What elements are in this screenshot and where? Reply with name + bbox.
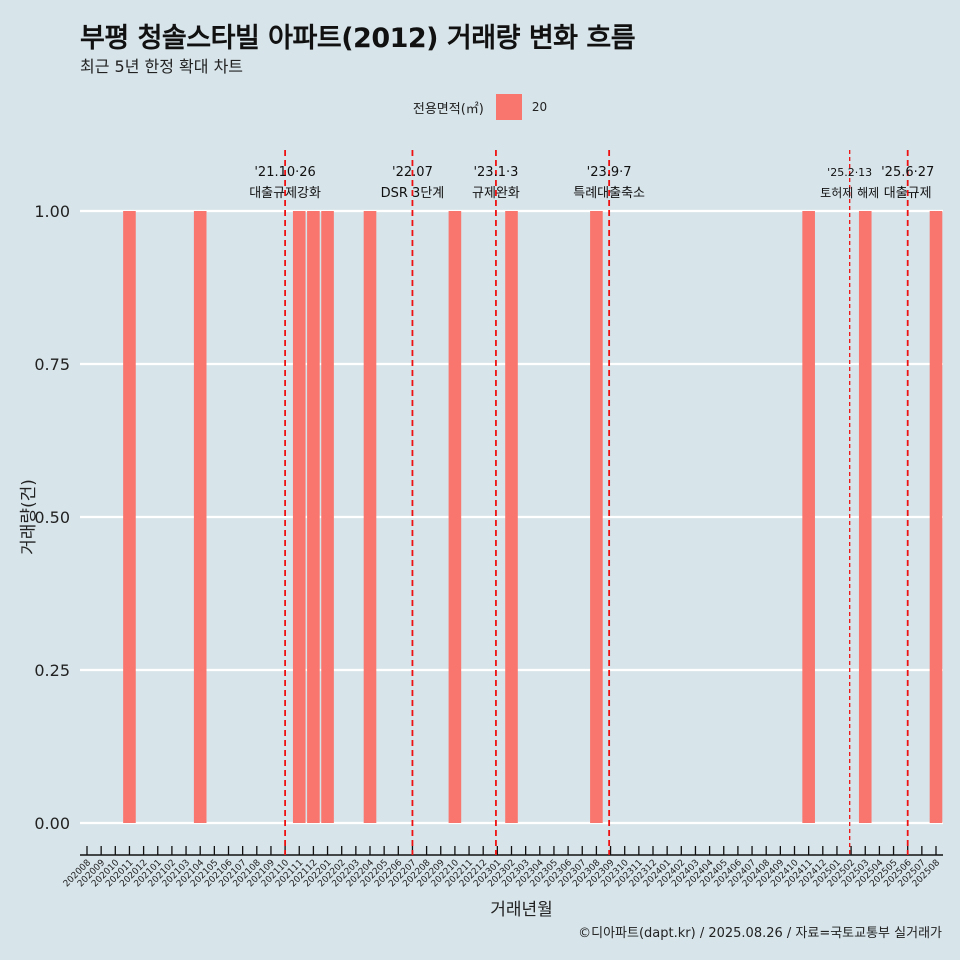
bar bbox=[590, 211, 603, 823]
event-label: 특례대출축소 bbox=[573, 186, 645, 201]
event-date-label: '23.9·7 bbox=[587, 165, 632, 180]
y-tick-label: 0.75 bbox=[34, 355, 70, 374]
y-tick-label: 1.00 bbox=[34, 202, 70, 221]
bar bbox=[321, 211, 334, 823]
legend: 전용면적(㎡) 20 bbox=[0, 94, 960, 120]
y-tick-label: 0.25 bbox=[34, 661, 70, 680]
event-label: DSR 3단계 bbox=[381, 186, 445, 201]
bar bbox=[307, 211, 320, 823]
bar bbox=[363, 211, 377, 823]
bar bbox=[123, 211, 136, 823]
event-date-label: '21.10·26 bbox=[254, 165, 315, 180]
y-axis-title: 거래량(건) bbox=[19, 479, 39, 555]
bar bbox=[292, 211, 306, 823]
source-caption: ©디아파트(dapt.kr) / 2025.08.26 / 자료=국토교통부 실… bbox=[578, 926, 942, 941]
bar bbox=[929, 211, 943, 823]
x-axis-title: 거래년월 bbox=[490, 900, 553, 920]
bar bbox=[858, 211, 872, 823]
event-label: 대출규제 bbox=[884, 186, 932, 201]
event-label: 토허제 해제 bbox=[820, 186, 879, 200]
y-tick-label: 0.50 bbox=[34, 508, 70, 527]
bar bbox=[193, 211, 207, 823]
bar bbox=[802, 211, 815, 823]
event-label: 대출규제강화 bbox=[249, 186, 321, 201]
event-date-label: '25.2·13 bbox=[827, 166, 872, 179]
legend-swatch bbox=[495, 94, 522, 120]
bar bbox=[505, 211, 518, 823]
bar bbox=[448, 211, 462, 823]
y-tick-label: 0.00 bbox=[34, 814, 70, 833]
legend-label: 20 bbox=[531, 100, 548, 114]
event-label: 규제완화 bbox=[472, 186, 520, 201]
legend-title: 전용면적(㎡) bbox=[412, 101, 484, 117]
event-date-label: '23.1·3 bbox=[473, 165, 518, 180]
chart-title: 부평 청솔스타빌 아파트(2012) 거래량 변화 흐름 bbox=[80, 23, 636, 54]
chart-subtitle: 최근 5년 한정 확대 차트 bbox=[80, 57, 244, 76]
event-date-label: '22.07 bbox=[392, 165, 433, 180]
event-date-label: '25.6·27 bbox=[881, 165, 934, 180]
